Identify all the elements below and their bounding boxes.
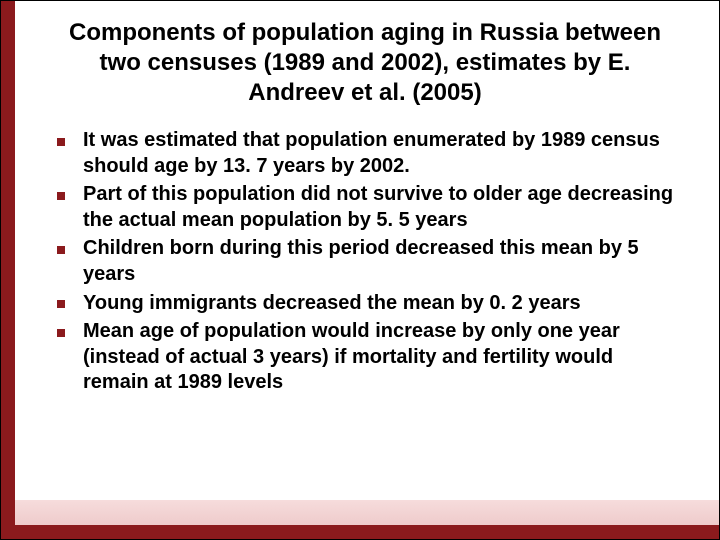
footer-red-bar xyxy=(1,525,719,539)
bullet-square-icon xyxy=(57,300,65,308)
list-item-text: Children born during this period decreas… xyxy=(83,237,639,285)
list-item-text: It was estimated that population enumera… xyxy=(83,129,660,177)
list-item: Part of this population did not survive … xyxy=(51,182,679,233)
list-item: Mean age of population would increase by… xyxy=(51,319,679,396)
list-item: Young immigrants decreased the mean by 0… xyxy=(51,291,679,317)
list-item: Children born during this period decreas… xyxy=(51,236,679,287)
bullet-square-icon xyxy=(57,246,65,254)
bullet-square-icon xyxy=(57,138,65,146)
bullet-square-icon xyxy=(57,192,65,200)
footer-light-bar xyxy=(1,500,719,528)
list-item-text: Mean age of population would increase by… xyxy=(83,320,620,393)
list-item-text: Young immigrants decreased the mean by 0… xyxy=(83,292,581,314)
list-item: It was estimated that population enumera… xyxy=(51,128,679,179)
list-item-text: Part of this population did not survive … xyxy=(83,183,673,231)
slide-content: Components of population aging in Russia… xyxy=(15,0,719,500)
bullet-list: It was estimated that population enumera… xyxy=(51,128,679,396)
left-red-bar xyxy=(1,1,15,539)
bullet-square-icon xyxy=(57,329,65,337)
slide-title: Components of population aging in Russia… xyxy=(51,18,679,108)
